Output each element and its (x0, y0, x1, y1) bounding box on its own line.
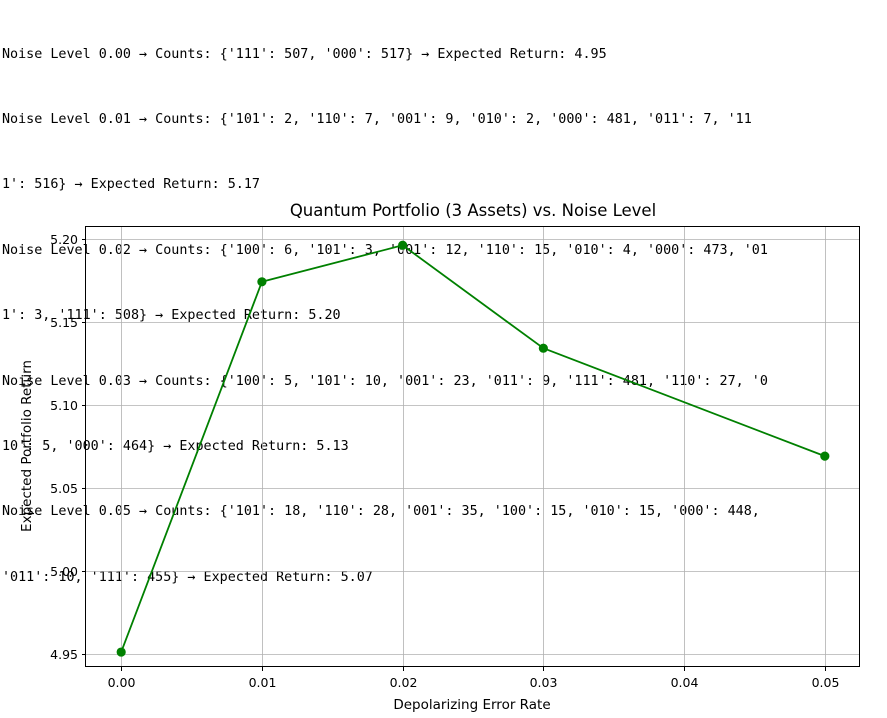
output-line: Noise Level 0.00 → Counts: {'111': 507, … (2, 46, 607, 62)
data-point (398, 240, 408, 250)
data-point (116, 647, 126, 657)
y-tick-label: 5.10 (50, 398, 78, 413)
data-point (538, 343, 548, 353)
x-axis-label: Depolarizing Error Rate (393, 697, 550, 713)
output-line: 1': 516} → Expected Return: 5.17 (2, 177, 260, 193)
y-tick-label: 5.20 (50, 232, 78, 247)
x-tick-label: 0.02 (390, 675, 418, 690)
output-line: Noise Level 0.01 → Counts: {'101': 2, '1… (2, 111, 752, 127)
y-tick-label: 5.05 (50, 481, 78, 496)
axis-ticks: 0.00 0.01 0.02 0.03 0.04 0.05 4.95 5.00 5.05 5.10… (50, 232, 839, 690)
y-tick-label: 5.15 (50, 315, 78, 330)
series-line (120, 244, 826, 653)
plot-frame (85, 226, 860, 667)
grid-lines (86, 227, 860, 667)
x-tick-label: 0.05 (812, 675, 840, 690)
x-tick-label: 0.00 (108, 675, 136, 690)
output-line: '011': 10, '111': 455} → Expected Return… (2, 569, 373, 585)
x-tick-label: 0.04 (671, 675, 699, 690)
console-output: Noise Level 0.00 → Counts: {'111': 507, … (2, 0, 882, 610)
output-line: Noise Level 0.03 → Counts: {'100': 5, '1… (2, 373, 768, 389)
chart-title: Quantum Portfolio (3 Assets) vs. Noise L… (290, 201, 656, 220)
y-axis-label: Expected Portfolio Return (19, 360, 35, 532)
y-tick-label: 4.95 (50, 647, 78, 662)
data-point (257, 277, 267, 287)
output-line: Noise Level 0.02 → Counts: {'100': 6, '1… (2, 242, 768, 258)
x-tick-label: 0.01 (249, 675, 277, 690)
y-tick-label: 5.00 (50, 564, 78, 579)
series-lines (120, 244, 826, 653)
output-line: 10': 5, '000': 464} → Expected Return: 5… (2, 438, 349, 454)
output-line: 1': 3, '111': 508} → Expected Return: 5.… (2, 308, 341, 324)
x-tick-label: 0.03 (530, 675, 558, 690)
output-line: Noise Level 0.05 → Counts: {'101': 18, '… (2, 504, 760, 520)
data-point (820, 451, 830, 461)
series-points (116, 240, 830, 657)
